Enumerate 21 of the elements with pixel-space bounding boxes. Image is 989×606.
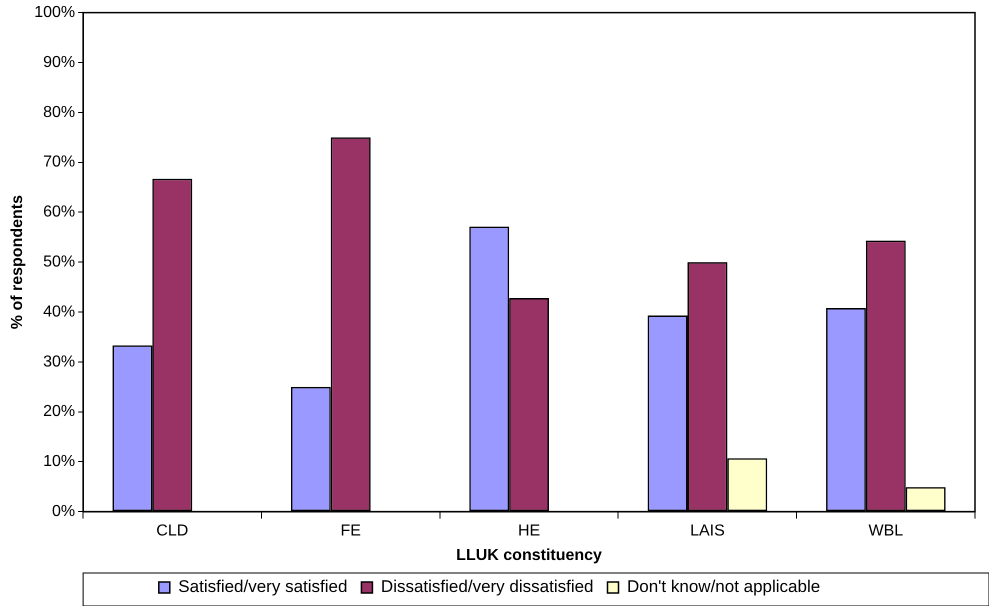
y-tick-label: 30% [43,353,76,370]
y-tick-label: 60% [43,204,76,221]
x-tick-label: HE [518,522,540,540]
y-tick-label: 70% [43,154,76,171]
x-tick-label: CLD [156,522,188,540]
y-tick-label: 40% [43,303,76,320]
y-tick-label: 80% [43,104,76,121]
y-tick-label: 50% [43,254,76,271]
x-axis-title: LLUK constituency [456,546,602,564]
y-tick-label: 0% [52,503,76,520]
y-tick-label: 20% [43,403,76,420]
y-axis-title: % of respondents [9,194,26,330]
y-tick-label: 10% [43,453,76,470]
x-tick-label: FE [340,522,361,540]
legend-label: Dissatisfied/very dissatisfied [380,577,594,596]
y-tick-label: 100% [34,4,76,22]
legend-label: Don't know/not applicable [627,577,820,596]
legend-label: Satisfied/very satisfied [178,577,348,596]
x-tick-label: WBL [868,522,904,540]
y-tick-label: 90% [43,54,76,71]
x-tick-label: LAIS [690,522,725,540]
